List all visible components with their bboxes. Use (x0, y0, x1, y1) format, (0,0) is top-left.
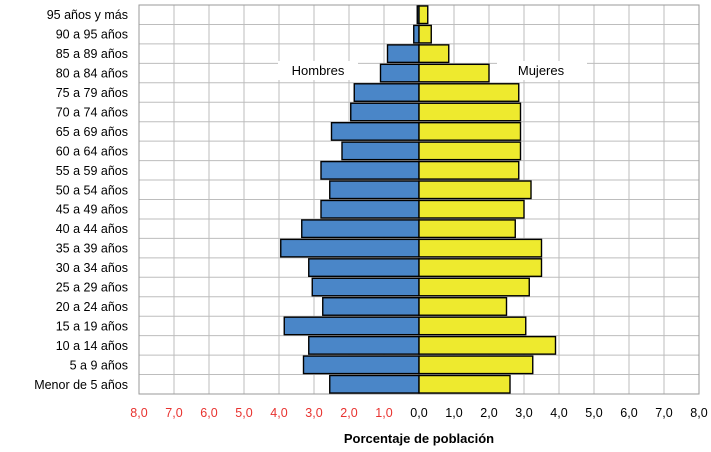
legend-layer: Hombres Mujeres (278, 61, 587, 80)
bar-mujeres-9 (418, 180, 532, 200)
bar-hombres-6 (330, 121, 420, 141)
category-label: 55 a 59 años (56, 164, 128, 178)
category-label: 70 a 74 años (56, 105, 128, 119)
x-tick-label: 7,0 (655, 406, 672, 420)
bar-mujeres-6 (418, 121, 522, 141)
bar-mujeres-18 (418, 355, 534, 375)
x-tick-label: 4,0 (270, 406, 287, 420)
bar-mujeres-12 (418, 238, 543, 258)
category-label: 90 a 95 años (56, 28, 128, 42)
grid-layer (138, 4, 700, 395)
x-tick-label: 5,0 (585, 406, 602, 420)
bar-hombres-2 (386, 44, 420, 64)
bar-mujeres-19 (418, 374, 511, 394)
bar-mujeres-7 (418, 141, 522, 161)
legend-box-hombres (278, 61, 358, 80)
bar-mujeres-10 (418, 199, 525, 219)
bar-layer (280, 5, 557, 394)
bar-hombres-11 (301, 219, 420, 239)
category-label: 30 a 34 años (56, 261, 128, 275)
bar-hombres-12 (280, 238, 420, 258)
bar-hombres-1 (413, 24, 420, 44)
category-label: 35 a 39 años (56, 242, 128, 256)
category-label: 5 a 9 años (70, 358, 128, 372)
bar-hombres-8 (320, 160, 420, 180)
bar-mujeres-1 (418, 24, 432, 44)
bar-hombres-16 (283, 316, 420, 336)
x-tick-label: 4,0 (550, 406, 567, 420)
bar-hombres-13 (308, 258, 420, 278)
bar-hombres-5 (350, 102, 420, 122)
bar-mujeres-16 (418, 316, 527, 336)
bar-hombres-10 (320, 199, 420, 219)
x-tick-label: 1,0 (445, 406, 462, 420)
category-label: 20 a 24 años (56, 300, 128, 314)
legend-box-mujeres (497, 61, 587, 80)
bar-mujeres-14 (418, 277, 530, 297)
bar-hombres-9 (329, 180, 420, 200)
category-label: 10 a 14 años (56, 339, 128, 353)
x-tick-label: 3,0 (515, 406, 532, 420)
x-tick-label: 5,0 (235, 406, 252, 420)
category-label: 45 a 49 años (56, 203, 128, 217)
bar-mujeres-15 (418, 297, 508, 316)
label-layer: 95 años y más 90 a 95 años 85 a 89 años 80 … (34, 8, 708, 420)
category-label: Menor de 5 años (34, 378, 128, 392)
x-tick-label: 6,0 (620, 406, 637, 420)
category-label: 85 a 89 años (56, 47, 128, 61)
bar-hombres-18 (302, 355, 420, 375)
bar-hombres-4 (353, 83, 420, 102)
x-tick-label: 8,0 (130, 406, 147, 420)
bar-mujeres-4 (418, 83, 520, 102)
x-tick-label: 3,0 (305, 406, 322, 420)
legend-label-mujeres: Mujeres (518, 63, 565, 78)
x-axis-title: Porcentaje de población (344, 431, 494, 446)
category-label: 75 a 79 años (56, 86, 128, 100)
bar-hombres-3 (379, 63, 420, 83)
bar-mujeres-5 (418, 102, 522, 122)
x-tick-label: 6,0 (200, 406, 217, 420)
bar-mujeres-11 (418, 219, 516, 239)
x-tick-label: 2,0 (480, 406, 497, 420)
bar-hombres-17 (308, 335, 420, 355)
bar-hombres-19 (329, 374, 420, 394)
x-tick-label: 8,0 (690, 406, 707, 420)
legend-label-hombres: Hombres (292, 63, 345, 78)
bar-hombres-15 (322, 297, 420, 316)
x-tick-label: 0,0 (410, 406, 427, 420)
bar-mujeres-3 (418, 63, 490, 83)
bar-hombres-7 (341, 141, 420, 161)
bar-mujeres-0 (418, 5, 429, 25)
category-label: 40 a 44 años (56, 222, 128, 236)
bar-mujeres-2 (418, 44, 450, 64)
bar-hombres-14 (311, 277, 420, 297)
category-label: 50 a 54 años (56, 183, 128, 197)
category-label: 60 a 64 años (56, 144, 128, 158)
category-label: 80 a 84 años (56, 67, 128, 81)
bar-mujeres-13 (418, 258, 543, 278)
category-label: 25 a 29 años (56, 281, 128, 295)
category-label: 15 a 19 años (56, 319, 128, 333)
bar-mujeres-8 (418, 160, 520, 180)
bar-mujeres-17 (418, 335, 557, 355)
category-label: 65 a 69 años (56, 125, 128, 139)
x-tick-label: 1,0 (375, 406, 392, 420)
x-tick-label: 7,0 (165, 406, 182, 420)
plot-frame (138, 4, 700, 395)
x-tick-label: 2,0 (340, 406, 357, 420)
category-label: 95 años y más (47, 8, 128, 22)
